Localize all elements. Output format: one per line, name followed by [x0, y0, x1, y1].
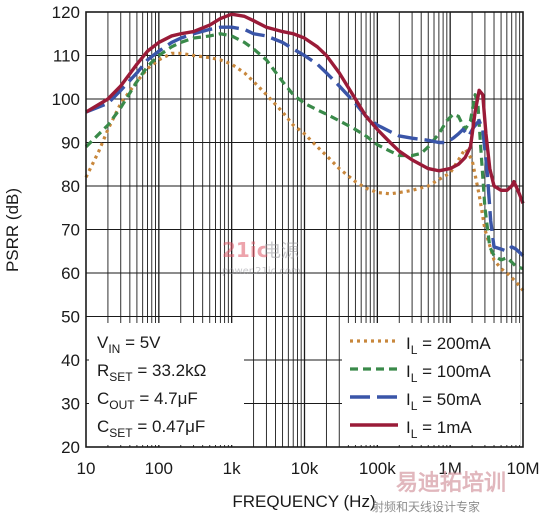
watermark-url: power.21ic.com — [222, 266, 301, 277]
y-tick-label: 80 — [61, 177, 80, 196]
y-tick-label: 30 — [61, 395, 80, 414]
watermark-brand-cn: 电源 — [263, 241, 299, 262]
series-group — [84, 12, 525, 292]
legend-symbol: I — [406, 390, 411, 409]
corner-logo-text: 易迪拓培训 — [396, 470, 506, 496]
y-axis-title: PSRR (dB) — [3, 188, 22, 272]
center-watermark: 21ic 电源 power.21ic.com — [222, 238, 301, 277]
legend-value: = 50mA — [417, 390, 481, 409]
condition-value: = 0.47μF — [133, 417, 206, 436]
x-tick-labels: 10 100 1k 10k 100k 1M 10M — [77, 459, 540, 478]
x-tick-label: 100 — [145, 459, 173, 478]
legend-symbol: I — [406, 418, 411, 437]
x-tick-label: 1k — [223, 459, 241, 478]
y-tick-label: 100 — [52, 90, 80, 109]
condition-subscript: IN — [108, 342, 120, 356]
series-line-1 — [84, 32, 524, 271]
x-tick-label: 100k — [359, 459, 396, 478]
y-tick-label: 60 — [61, 264, 80, 283]
condition-subscript: SET — [109, 370, 133, 384]
condition-line: RSET = 33.2kΩ — [97, 361, 206, 384]
legend-label: IL = 1mA — [406, 418, 472, 441]
legend-symbol: I — [406, 334, 411, 353]
legend-subscript: L — [411, 427, 418, 441]
legend-value: = 1mA — [417, 418, 472, 437]
conditions-box — [89, 323, 244, 445]
condition-value: = 33.2kΩ — [133, 361, 207, 380]
legend-value: = 100mA — [417, 362, 491, 381]
condition-line: VIN = 5V — [97, 333, 161, 356]
x-tick-label: 1M — [438, 459, 462, 478]
legend-subscript: L — [411, 399, 418, 413]
series-line-3 — [85, 12, 525, 205]
condition-symbol: C — [97, 389, 109, 408]
series-line-0 — [84, 51, 525, 292]
y-tick-label: 90 — [61, 134, 80, 153]
condition-value: = 4.7μF — [135, 389, 198, 408]
x-axis-title: FREQUENCY (Hz) — [232, 492, 375, 511]
y-tick-label: 50 — [61, 308, 80, 327]
legend-subscript: L — [411, 343, 418, 357]
x-tick-label: 10k — [291, 459, 319, 478]
condition-symbol: C — [97, 417, 109, 436]
condition-line: COUT = 4.7μF — [97, 389, 198, 412]
condition-symbol: V — [97, 333, 109, 352]
y-tick-labels: 20 30 40 50 60 70 80 90 100 110 120 — [52, 3, 80, 457]
legend-subscript: L — [411, 371, 418, 385]
legend-label: IL = 200mA — [406, 334, 491, 357]
corner-watermark: 易迪拓培训 射频和天线设计专家 — [372, 470, 506, 514]
x-tick-label: 10M — [506, 459, 539, 478]
legend-symbol: I — [406, 362, 411, 381]
legend-label: IL = 50mA — [406, 390, 482, 413]
condition-subscript: OUT — [109, 398, 135, 412]
condition-line: CSET = 0.47μF — [97, 417, 205, 440]
legend-label: IL = 100mA — [406, 362, 491, 385]
watermark-brand-number: 21ic — [222, 238, 269, 262]
plot-border — [85, 11, 524, 448]
y-tick-label: 120 — [52, 3, 80, 22]
y-tick-label: 40 — [61, 351, 80, 370]
y-tick-label: 70 — [61, 221, 80, 240]
corner-tagline-text: 射频和天线设计专家 — [372, 499, 480, 514]
legend-value: = 200mA — [417, 334, 491, 353]
x-tick-label: 10 — [77, 459, 96, 478]
condition-subscript: SET — [109, 426, 133, 440]
condition-symbol: R — [97, 361, 109, 380]
condition-value: = 5V — [120, 333, 161, 352]
y-tick-label: 110 — [53, 47, 80, 66]
y-tick-label: 20 — [61, 438, 80, 457]
